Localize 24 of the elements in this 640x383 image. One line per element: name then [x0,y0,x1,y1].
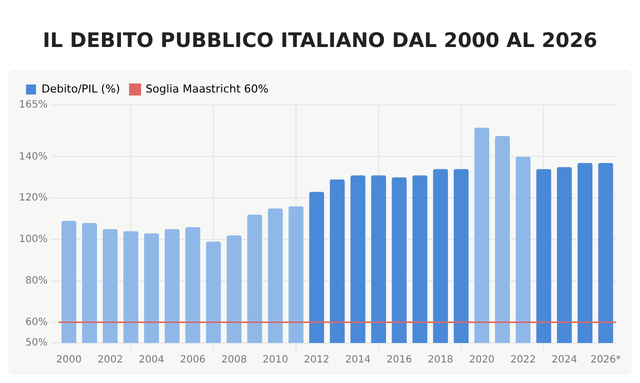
x-tick-label: 2022 [510,354,536,366]
y-tick-label: 165% [18,100,48,111]
y-tick-label: 80% [25,276,48,287]
legend-label: Debito/PIL (%) [42,82,120,96]
x-tick-label: 2010 [262,354,288,366]
x-tick-label: 2026* [590,354,621,366]
chart-title: IL DEBITO PUBBLICO ITALIANO DAL 2000 AL 2026 [42,27,598,54]
x-tick-label: 2004 [138,354,164,366]
x-tick-label: 2000 [56,354,82,366]
x-tick-label: 2014 [345,354,371,366]
x-tick-label: 2020 [469,354,495,366]
x-tick-label: 2024 [552,354,578,366]
x-tick-label: 2008 [221,354,247,366]
x-tick-label: 2016 [386,354,412,366]
y-tick-label: 120% [18,192,48,204]
x-tick-label: 2002 [97,354,123,366]
y-tick-label: 50% [25,338,48,349]
x-tick-label: 2006 [180,354,206,366]
x-tick-label: 2018 [428,354,454,366]
legend-label: Soglia Maastricht 60% [146,82,268,96]
y-tick-label: 60% [25,316,48,328]
x-tick-label: 2012 [304,354,330,366]
y-tick-label: 100% [18,234,48,246]
y-tick-label: 140% [18,151,48,162]
